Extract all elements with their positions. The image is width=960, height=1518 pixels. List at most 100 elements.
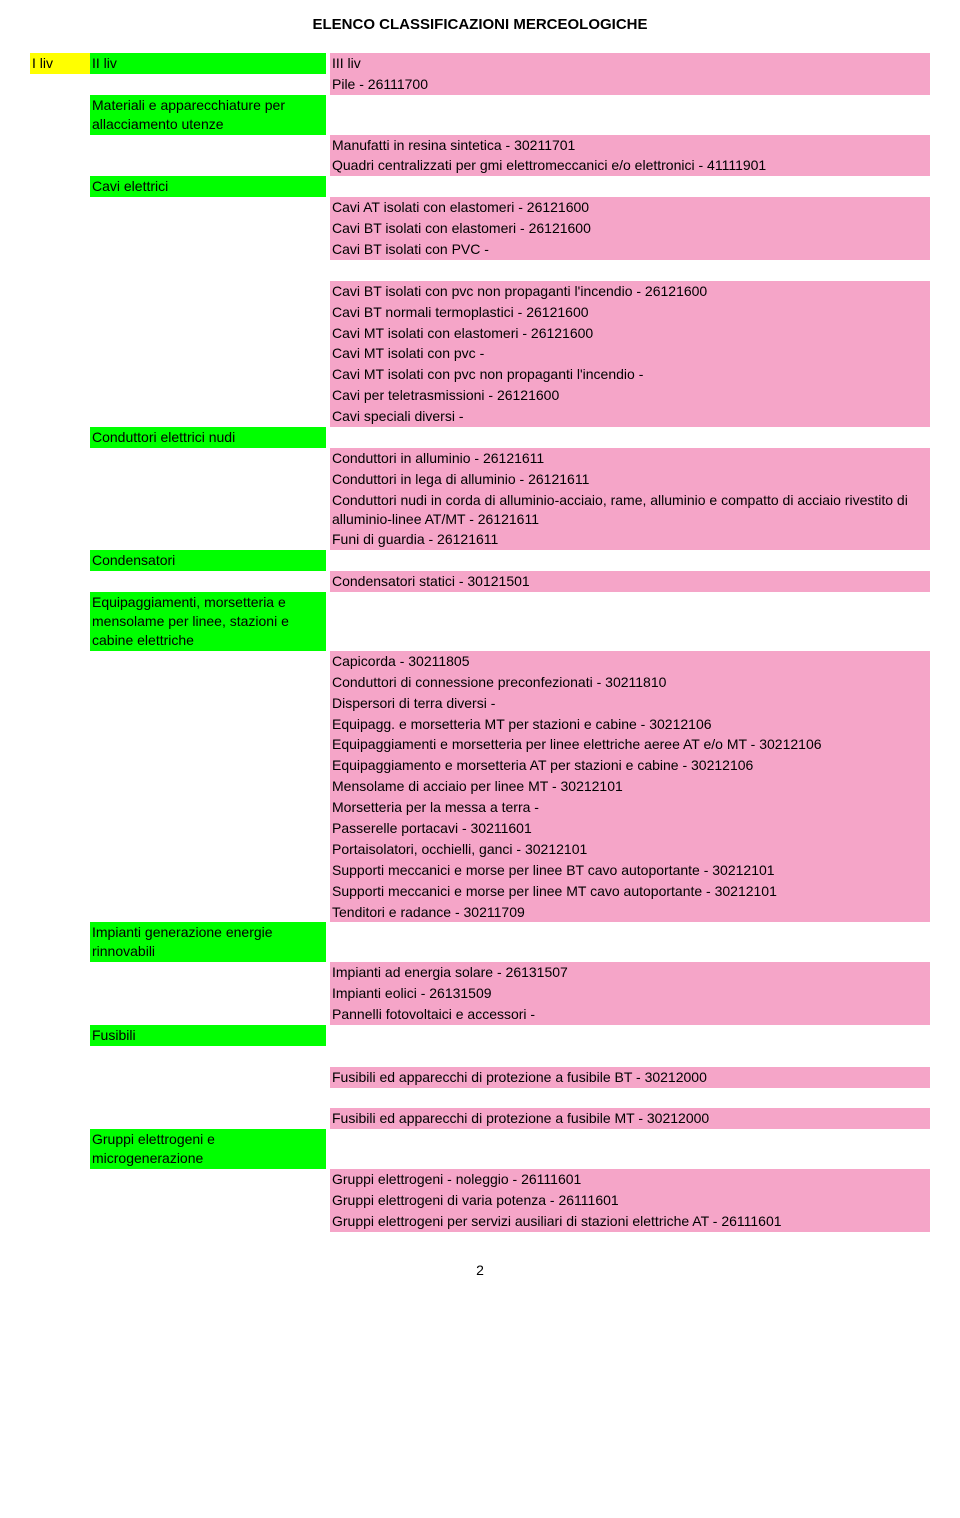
data-row: Fusibili ed apparecchi di protezione a f…: [30, 1108, 930, 1129]
gap-cell: [330, 1088, 930, 1109]
level3-cell: Mensolame di acciaio per linee MT - 3021…: [330, 776, 930, 797]
data-row: Cavi speciali diversi -: [30, 406, 930, 427]
data-row: Fusibili: [30, 1025, 930, 1046]
data-row: Gruppi elettrogeni di varia potenza - 26…: [30, 1190, 930, 1211]
data-row: Cavi MT isolati con elastomeri - 2612160…: [30, 323, 930, 344]
level3-cell: Cavi MT isolati con pvc -: [330, 343, 930, 364]
data-row: Equipaggiamenti, morsetteria e mensolame…: [30, 592, 930, 651]
level3-cell: Supporti meccanici e morse per linee MT …: [330, 881, 930, 902]
data-row: Equipaggiamenti e morsetteria per linee …: [30, 734, 930, 755]
data-row: Capicorda - 30211805: [30, 651, 930, 672]
level2-cell: Cavi elettrici: [90, 176, 326, 197]
level3-cell: Fusibili ed apparecchi di protezione a f…: [330, 1067, 930, 1088]
level3-cell: Cavi BT isolati con pvc non propaganti l…: [330, 281, 930, 302]
level3-cell: Cavi MT isolati con elastomeri - 2612160…: [330, 323, 930, 344]
data-row: Pannelli fotovoltaici e accessori -: [30, 1004, 930, 1025]
level3-cell: Cavi per teletrasmissioni - 26121600: [330, 385, 930, 406]
level3-cell: Cavi speciali diversi -: [330, 406, 930, 427]
level3-cell: Fusibili ed apparecchi di protezione a f…: [330, 1108, 930, 1129]
data-row: Condensatori statici - 30121501: [30, 571, 930, 592]
level2-cell: Fusibili: [90, 1025, 326, 1046]
data-row: Quadri centralizzati per gmi elettromecc…: [30, 155, 930, 176]
data-row: [30, 1088, 930, 1109]
data-row: Gruppi elettrogeni e microgenerazione: [30, 1129, 930, 1169]
data-row: Cavi MT isolati con pvc non propaganti l…: [30, 364, 930, 385]
page-number: 2: [30, 1262, 930, 1278]
data-row: Cavi BT isolati con PVC -: [30, 239, 930, 260]
level3-cell: Cavi MT isolati con pvc non propaganti l…: [330, 364, 930, 385]
header-row: I liv II liv III liv: [30, 53, 930, 74]
level3-cell: Supporti meccanici e morse per linee BT …: [330, 860, 930, 881]
level3-cell: Conduttori in lega di alluminio - 261216…: [330, 469, 930, 490]
data-row: Funi di guardia - 26121611: [30, 529, 930, 550]
level3-cell: Manufatti in resina sintetica - 30211701: [330, 135, 930, 156]
level2-cell: Gruppi elettrogeni e microgenerazione: [90, 1129, 326, 1169]
level3-cell: Impianti eolici - 26131509: [330, 983, 930, 1004]
data-row: Cavi BT isolati con pvc non propaganti l…: [30, 281, 930, 302]
level3-cell: Passerelle portacavi - 30211601: [330, 818, 930, 839]
level3-cell: Equipaggiamenti e morsetteria per linee …: [330, 734, 930, 755]
level3-cell: Funi di guardia - 26121611: [330, 529, 930, 550]
level3-cell: Cavi AT isolati con elastomeri - 2612160…: [330, 197, 930, 218]
level3-cell: Tenditori e radance - 30211709: [330, 902, 930, 923]
data-row: Conduttori nudi in corda di alluminio-ac…: [30, 490, 930, 530]
data-row: Cavi MT isolati con pvc -: [30, 343, 930, 364]
data-row: Cavi BT isolati con elastomeri - 2612160…: [30, 218, 930, 239]
level2-cell: Equipaggiamenti, morsetteria e mensolame…: [90, 592, 326, 651]
data-row: Cavi BT normali termoplastici - 26121600: [30, 302, 930, 323]
data-row: Cavi AT isolati con elastomeri - 2612160…: [30, 197, 930, 218]
level3-cell: Morsetteria per la messa a terra -: [330, 797, 930, 818]
level3-cell: Quadri centralizzati per gmi elettromecc…: [330, 155, 930, 176]
level3-cell: Dispersori di terra diversi -: [330, 693, 930, 714]
data-row: [30, 260, 930, 281]
header-col1: I liv: [30, 53, 90, 74]
gap-cell: [330, 260, 930, 281]
level3-cell: Impianti ad energia solare - 26131507: [330, 962, 930, 983]
data-row: Conduttori elettrici nudi: [30, 427, 930, 448]
data-row: Tenditori e radance - 30211709: [30, 902, 930, 923]
level3-cell: Gruppi elettrogeni di varia potenza - 26…: [330, 1190, 930, 1211]
data-row: Conduttori di connessione preconfezionat…: [30, 672, 930, 693]
level3-cell: Cavi BT isolati con elastomeri - 2612160…: [330, 218, 930, 239]
data-row: Passerelle portacavi - 30211601: [30, 818, 930, 839]
page-title: ELENCO CLASSIFICAZIONI MERCEOLOGICHE: [30, 16, 930, 33]
data-row: [30, 1046, 930, 1067]
level3-cell: Condensatori statici - 30121501: [330, 571, 930, 592]
level3-cell: Gruppi elettrogeni per servizi ausiliari…: [330, 1211, 930, 1232]
gap-cell: [330, 1046, 930, 1067]
data-row: Materiali e apparecchiature per allaccia…: [30, 95, 930, 135]
data-row: Cavi per teletrasmissioni - 26121600: [30, 385, 930, 406]
level2-cell: Condensatori: [90, 550, 326, 571]
data-row: Supporti meccanici e morse per linee BT …: [30, 860, 930, 881]
level3-cell: Portaisolatori, occhielli, ganci - 30212…: [330, 839, 930, 860]
level3-cell: Conduttori di connessione preconfezionat…: [330, 672, 930, 693]
data-row: Fusibili ed apparecchi di protezione a f…: [30, 1067, 930, 1088]
level3-cell: Pannelli fotovoltaici e accessori -: [330, 1004, 930, 1025]
level2-cell: Conduttori elettrici nudi: [90, 427, 326, 448]
data-row: Gruppi elettrogeni - noleggio - 26111601: [30, 1169, 930, 1190]
header-col2: II liv: [90, 53, 326, 74]
data-row: Dispersori di terra diversi -: [30, 693, 930, 714]
data-row: Supporti meccanici e morse per linee MT …: [30, 881, 930, 902]
data-row: Conduttori in lega di alluminio - 261216…: [30, 469, 930, 490]
data-row: Cavi elettrici: [30, 176, 930, 197]
data-row: Equipaggiamento e morsetteria AT per sta…: [30, 755, 930, 776]
level3-cell: Capicorda - 30211805: [330, 651, 930, 672]
level3-cell: Cavi BT isolati con PVC -: [330, 239, 930, 260]
data-row: Impianti eolici - 26131509: [30, 983, 930, 1004]
data-row: Mensolame di acciaio per linee MT - 3021…: [30, 776, 930, 797]
data-row: Conduttori in alluminio - 26121611: [30, 448, 930, 469]
level3-cell: Pile - 26111700: [330, 74, 930, 95]
level3-cell: Conduttori in alluminio - 26121611: [330, 448, 930, 469]
level3-cell: Conduttori nudi in corda di alluminio-ac…: [330, 490, 930, 530]
level2-cell: Materiali e apparecchiature per allaccia…: [90, 95, 326, 135]
header-col3: III liv: [330, 53, 930, 74]
data-row: Pile - 26111700: [30, 74, 930, 95]
data-row: Morsetteria per la messa a terra -: [30, 797, 930, 818]
level3-cell: Cavi BT normali termoplastici - 26121600: [330, 302, 930, 323]
data-row: Condensatori: [30, 550, 930, 571]
data-row: Manufatti in resina sintetica - 30211701: [30, 135, 930, 156]
data-row: Portaisolatori, occhielli, ganci - 30212…: [30, 839, 930, 860]
level3-cell: Gruppi elettrogeni - noleggio - 26111601: [330, 1169, 930, 1190]
data-row: Equipagg. e morsetteria MT per stazioni …: [30, 714, 930, 735]
